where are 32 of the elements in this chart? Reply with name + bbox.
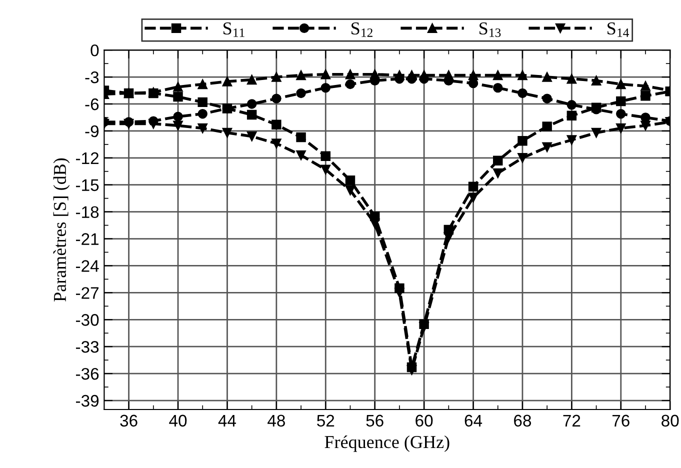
x-tick-label: 68 — [514, 414, 532, 427]
y-tick-label: -39 — [76, 394, 99, 407]
y-axis-title: Paramètres [S] (dB) — [53, 158, 70, 302]
x-axis-title: Fréquence (GHz) — [324, 435, 450, 452]
y-tick-label: -21 — [76, 233, 99, 245]
y-tick-label: -27 — [76, 287, 98, 299]
x-tick-label: 80 — [662, 414, 679, 427]
x-tick-label: 36 — [120, 414, 138, 427]
legend-label: S$_{14}$ — [608, 22, 629, 37]
y-tick-label: -3 — [85, 71, 99, 84]
y-tick-label: -36 — [76, 368, 99, 380]
y-tick-label: -15 — [76, 179, 99, 192]
x-tick-label: 56 — [366, 414, 384, 427]
x-tick-label: 40 — [169, 414, 187, 427]
legend-label: S$_{13}$ — [480, 22, 501, 37]
x-tick-label: 76 — [612, 414, 630, 427]
x-tick-label: 64 — [464, 414, 482, 427]
y-tick-label: -6 — [85, 98, 99, 110]
y-tick-label: 0 — [90, 44, 99, 56]
y-tick-label: -9 — [85, 125, 99, 138]
y-tick-label: -30 — [76, 314, 99, 326]
x-tick-label: 48 — [268, 414, 285, 427]
x-tick-label: 60 — [416, 414, 433, 427]
x-tick-label: 72 — [563, 414, 580, 426]
x-tick-label: 44 — [218, 414, 236, 426]
y-tick-label: -33 — [76, 341, 99, 353]
y-tick-label: -12 — [76, 152, 98, 164]
legend-label: S$_{12}$ — [352, 22, 372, 37]
y-tick-label: -24 — [76, 260, 99, 272]
x-tick-label: 52 — [317, 414, 334, 427]
legend-label: S$_{11}$ — [224, 22, 244, 37]
y-tick-label: -18 — [76, 206, 99, 218]
